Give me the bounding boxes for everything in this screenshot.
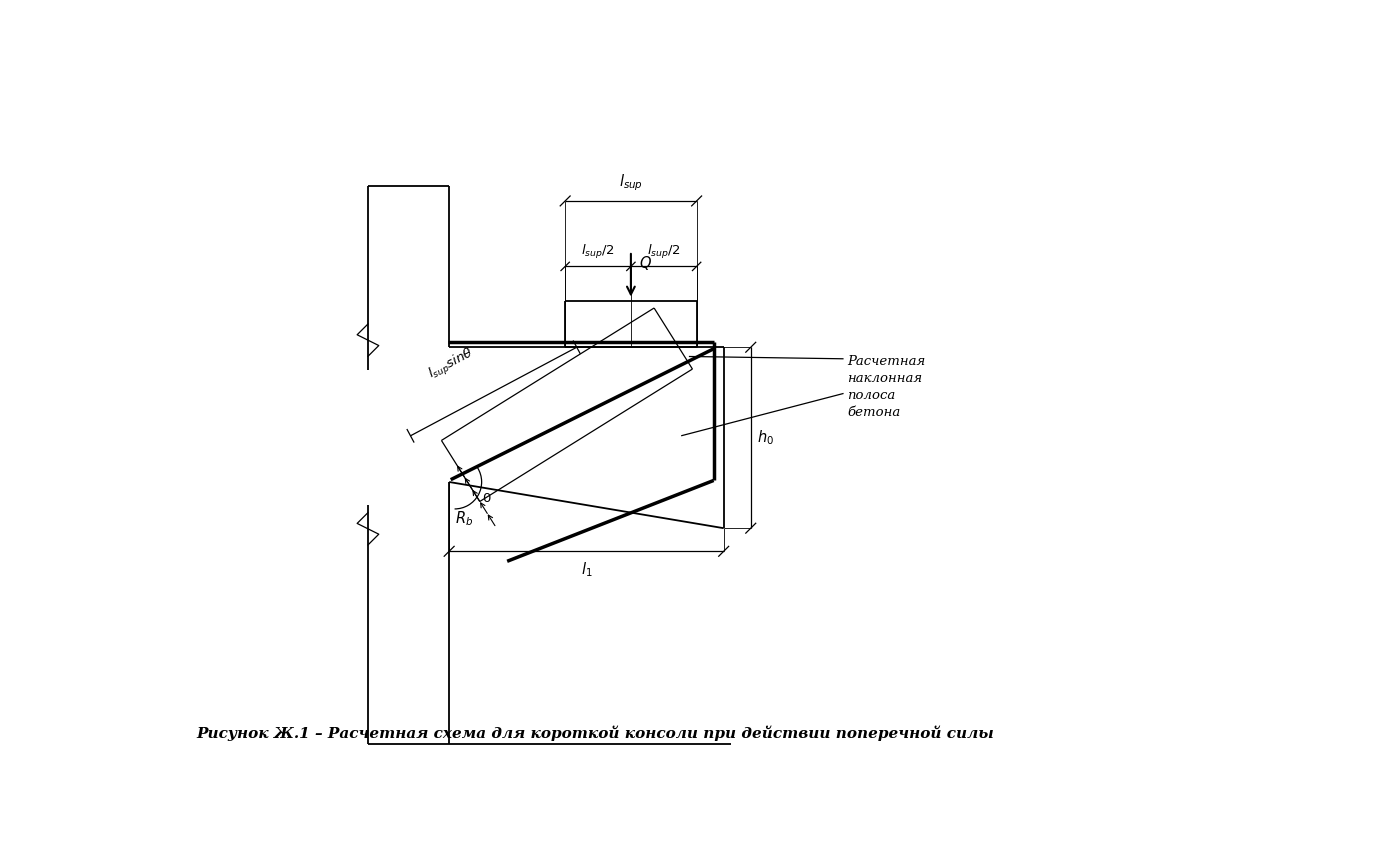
- Text: $l_{sup}/2$: $l_{sup}/2$: [647, 243, 680, 261]
- Text: $l_{sup}sin\theta$: $l_{sup}sin\theta$: [425, 345, 478, 384]
- Text: $Q$: $Q$: [638, 254, 651, 272]
- Text: Расчетная
наклонная
полоса
бетона: Расчетная наклонная полоса бетона: [848, 355, 926, 419]
- Text: $l_1$: $l_1$: [581, 560, 592, 579]
- Text: $h_0$: $h_0$: [757, 429, 774, 447]
- Text: $0$: $0$: [482, 493, 492, 506]
- Text: $l_{sup}$: $l_{sup}$: [619, 172, 643, 193]
- Text: $R_b$: $R_b$: [455, 509, 474, 527]
- Text: $l_{sup}/2$: $l_{sup}/2$: [581, 243, 615, 261]
- Text: Рисунок Ж.1 – Расчетная схема для короткой консоли при действии поперечной силы: Рисунок Ж.1 – Расчетная схема для коротк…: [196, 725, 995, 740]
